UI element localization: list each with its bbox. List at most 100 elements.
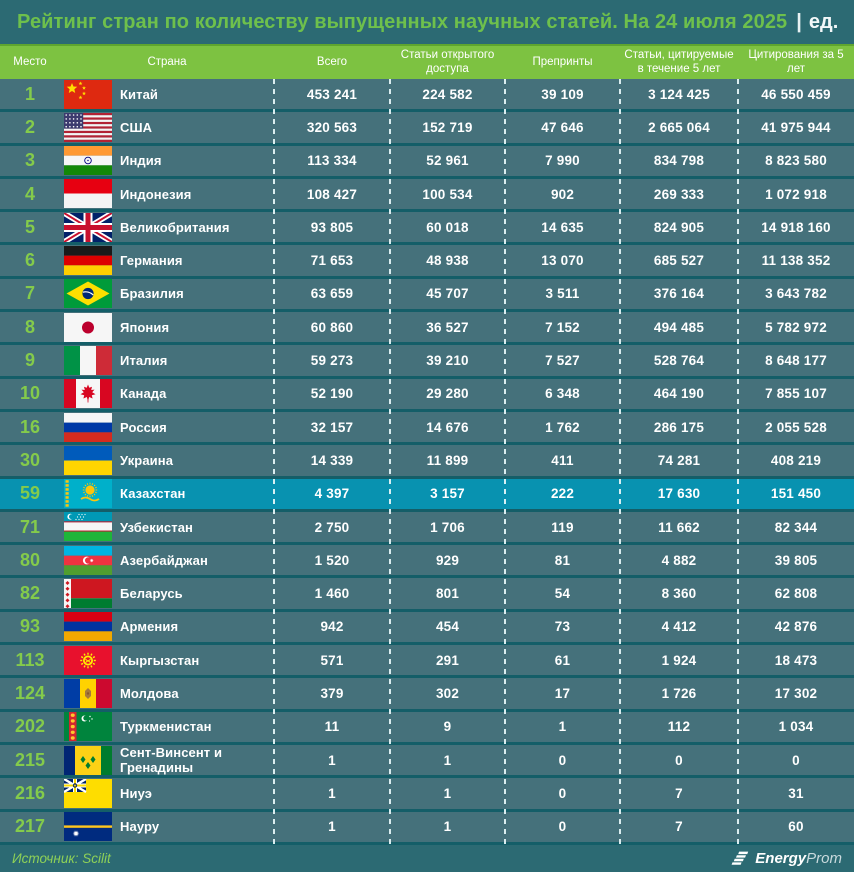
total-cell: 71 653	[310, 253, 354, 269]
country-label: Узбекистан	[120, 519, 194, 535]
preprints-cell: 902	[550, 186, 575, 202]
open-access-cell: 1	[443, 819, 452, 835]
total-cell: 11	[324, 719, 340, 735]
cited-5y-cell: 685 527	[653, 253, 705, 269]
table-row: 16 Россия 32 157 14 676 1 762 286 175 2 055 52…	[0, 411, 854, 443]
cited-5y-cell: 11 662	[658, 519, 700, 535]
preprints-cell: 1	[558, 719, 567, 735]
rank-cell: 202	[14, 716, 46, 737]
rank-cell: 3	[24, 150, 35, 171]
flag-md-icon	[64, 678, 112, 708]
preprints-cell: 7 527	[545, 353, 580, 369]
total-cell: 14 339	[310, 452, 354, 468]
rank-cell: 16	[19, 416, 41, 437]
preprints-cell: 13 070	[541, 253, 584, 269]
flag-jp-icon	[64, 312, 112, 342]
header-preprints: Препринты	[532, 55, 593, 68]
preprints-cell: 119	[551, 519, 574, 535]
rank-cell: 10	[19, 383, 41, 404]
total-cell: 1	[328, 819, 336, 835]
flag-id-icon	[64, 179, 112, 209]
total-cell: 113 334	[307, 153, 357, 169]
total-cell: 108 427	[306, 186, 358, 202]
rank-cell: 215	[14, 749, 46, 770]
citations-5y-cell: 5 782 972	[765, 319, 827, 335]
country-label: Науру	[120, 819, 160, 835]
flag-ca-icon	[64, 379, 112, 409]
citations-5y-cell: 408 219	[770, 452, 822, 468]
cited-5y-cell: 112	[667, 719, 691, 735]
column-divider	[619, 79, 621, 845]
citations-5y-cell: 3 643 782	[765, 286, 827, 302]
flag-nr-icon	[64, 812, 112, 842]
rank-cell: 4	[24, 183, 35, 204]
country-label: Индонезия	[120, 186, 192, 202]
open-access-cell: 52 961	[426, 153, 469, 169]
column-divider	[737, 79, 739, 845]
title-unit: ед.	[808, 10, 839, 33]
rank-cell: 113	[15, 649, 45, 670]
preprints-cell: 0	[558, 819, 567, 835]
rank-cell: 2	[24, 116, 35, 137]
cited-5y-cell: 834 798	[653, 153, 705, 169]
table-row: 216 Ниуэ 1 1 0 7 31	[0, 778, 854, 809]
table-row: 59 Казахстан 4 397 3 157 222 17 630 151 450	[0, 478, 854, 509]
table-row: 30 Украина 14 339 11 899 411 74 281 408 219	[0, 445, 854, 476]
preprints-cell: 7 990	[545, 153, 580, 169]
country-label: Туркменистан	[120, 719, 212, 735]
total-cell: 52 190	[310, 386, 354, 402]
column-divider	[389, 79, 391, 845]
cited-5y-cell: 1 726	[661, 685, 697, 701]
citations-5y-cell: 41 975 944	[761, 119, 831, 135]
total-cell: 59 273	[310, 353, 354, 369]
table-row: 9 Италия 59 273 39 210 7 527 528 764 8 648 177	[0, 345, 854, 376]
header-total: Всего	[316, 55, 348, 68]
country-label: Бразилия	[120, 286, 184, 302]
source-label: Источник: Scilit	[12, 851, 111, 866]
open-access-cell: 36 527	[426, 319, 469, 335]
flag-kg-icon	[64, 645, 112, 675]
citations-5y-cell: 39 805	[774, 552, 818, 568]
open-access-cell: 9	[443, 719, 452, 735]
country-label: Казахстан	[120, 486, 186, 502]
citations-5y-cell: 8 648 177	[765, 353, 827, 369]
table-row: 5 Великобритания 93 805 60 018 14 635 824 905…	[0, 212, 854, 243]
flag-vc-icon	[64, 745, 112, 775]
rank-cell: 1	[24, 83, 35, 104]
country-label: Китай	[120, 86, 159, 102]
country-label: Армения	[120, 619, 179, 635]
open-access-cell: 3 157	[430, 486, 465, 502]
table-row: 3 Индия 113 334 52 961 7 990 834 798 8 823 580	[0, 145, 854, 176]
rank-cell: 80	[19, 549, 41, 570]
preprints-cell: 1 762	[545, 419, 580, 435]
open-access-cell: 100 534	[422, 186, 473, 202]
open-access-cell: 291	[435, 652, 460, 668]
cited-5y-cell: 528 764	[653, 353, 705, 369]
total-cell: 942	[320, 619, 344, 635]
cited-5y-cell: 4 882	[661, 552, 697, 568]
citations-5y-cell: 11 138 352	[761, 253, 831, 269]
citations-5y-cell: 31	[788, 785, 804, 801]
open-access-cell: 152 719	[422, 119, 473, 135]
table-row: 6 Германия 71 653 48 938 13 070 685 527 11 138…	[0, 245, 854, 276]
preprints-cell: 0	[558, 752, 567, 768]
cited-5y-cell: 269 333	[653, 186, 705, 202]
flag-nu-icon	[64, 778, 112, 808]
flag-ua-icon	[64, 445, 112, 475]
country-label: Кыргызстан	[120, 652, 200, 668]
rank-cell: 59	[19, 483, 41, 504]
preprints-cell: 0	[558, 785, 567, 801]
table-row: 7 Бразилия 63 659 45 707 3 511 376 164 3 643 7…	[0, 278, 854, 310]
cited-5y-cell: 74 281	[657, 452, 701, 468]
table-row: 215 Сент-Винсент и Гренадины 1 1 0 0 0	[0, 744, 854, 776]
header-citations-5y: Цитирования за 5 лет	[748, 48, 844, 75]
citations-5y-cell: 82 344	[774, 519, 818, 535]
table-row: 82 Беларусь 1 460 801 54 8 360 62 808	[0, 578, 854, 609]
country-label: Индия	[120, 153, 162, 169]
table-row: 8 Япония 60 860 36 527 7 152 494 485 5 782 972	[0, 312, 854, 343]
table-row: 1 Китай 453 241 224 582 39 109 3 124 425 46 55…	[0, 79, 854, 110]
cited-5y-cell: 0	[675, 752, 683, 768]
country-label: Ниуэ	[120, 785, 153, 801]
citations-5y-cell: 0	[792, 752, 800, 768]
total-cell: 2 750	[314, 519, 350, 535]
